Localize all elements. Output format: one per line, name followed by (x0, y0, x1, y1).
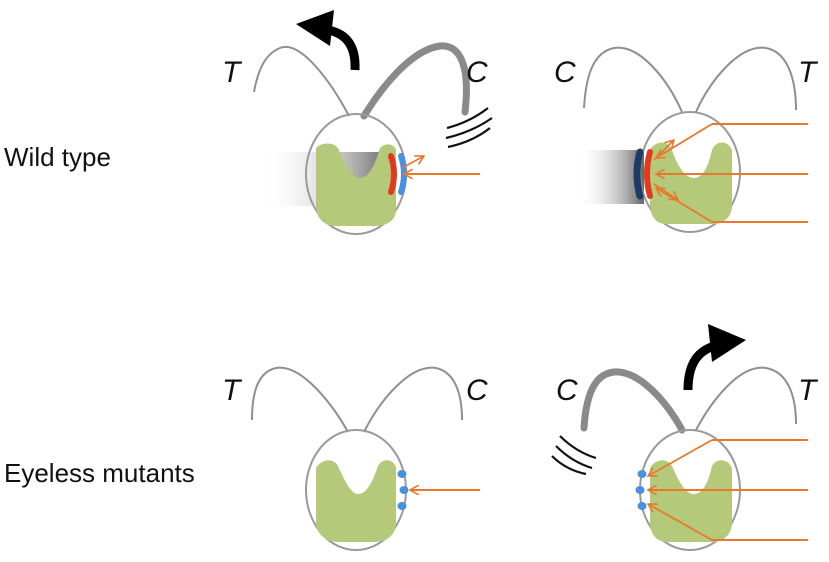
trans-flagellum (251, 366, 349, 433)
light-ray-top-in (648, 439, 713, 476)
curved-turn-arrow-icon (683, 341, 716, 391)
curved-turn-arrow-icon (326, 25, 360, 71)
chloroplast (650, 460, 732, 542)
cis-flagellum (363, 366, 463, 433)
photoreceptor (398, 153, 407, 195)
reflected-ray-down (653, 183, 678, 200)
eyespot-shadow (633, 148, 644, 200)
chloroplast (316, 460, 396, 542)
cis-flagellum-beating (580, 368, 686, 434)
beat-motion-icon (445, 107, 493, 149)
row-label-wild-type: Wild type (4, 142, 111, 172)
flagellum-label-right: C (466, 374, 488, 407)
flagellum-label-right: T (798, 56, 819, 89)
chloroplast (316, 143, 396, 226)
flagellum-label-left: T (222, 374, 243, 407)
cell-eyeless-turning: C T (551, 324, 819, 551)
row-label-eyeless-mutants: Eyeless mutants (4, 458, 195, 488)
reflected-ray (401, 156, 424, 169)
photoreceptor-patch (397, 502, 407, 510)
beat-motion-icon (551, 435, 597, 476)
cell-wild-type-light-right: T C (222, 10, 493, 235)
flagellum-label-left: C (556, 374, 578, 407)
photoreceptor-patch (399, 486, 409, 494)
photoreceptor-patch (637, 502, 647, 510)
trans-flagellum (253, 45, 350, 117)
photoreceptor-patch (397, 470, 407, 478)
cell-eyeless-light-right: T C (222, 366, 488, 551)
chloroplast (650, 142, 732, 224)
reflected-ray-up (653, 140, 674, 161)
photoreceptor-patch (637, 470, 647, 478)
light-ray-bottom-in (648, 504, 713, 541)
flagellum-label-right: C (466, 56, 488, 89)
trans-flagellum (695, 366, 797, 431)
trans-flagellum (695, 46, 797, 113)
turn-arrowhead (708, 324, 746, 362)
eyespot-pigment (388, 153, 397, 195)
eyespot-pigment (644, 149, 653, 199)
flagellum-label-left: C (554, 56, 576, 89)
cell-wild-type-light-left-eyespot: C T (554, 46, 819, 233)
flagellum-label-left: T (222, 56, 243, 89)
light-ray-bottom-in (656, 188, 713, 223)
cis-flagellum-beating (360, 42, 470, 120)
shadow-region (578, 150, 644, 204)
cis-flagellum (583, 46, 683, 113)
photoreceptor-patch (635, 486, 645, 494)
light-ray-top-in (656, 123, 713, 158)
flagellum-label-right: T (798, 374, 819, 407)
turn-arrowhead (296, 10, 334, 46)
